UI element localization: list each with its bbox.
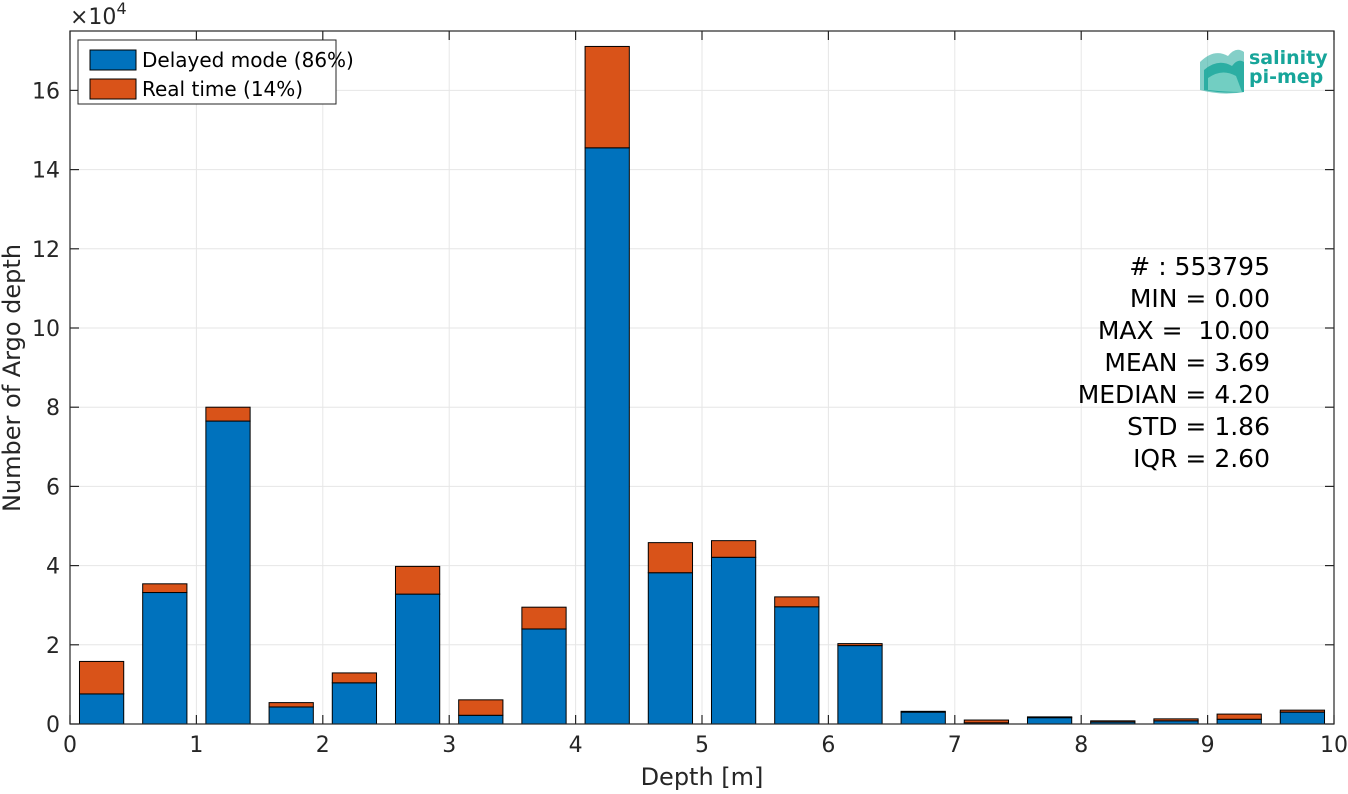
bar-real-time: [1279, 709, 1326, 713]
bar-real-time: [963, 719, 1010, 724]
stat-iqr: IQR = 2.60: [1133, 444, 1270, 473]
bar-delayed-mode: [900, 711, 946, 725]
legend-swatch-delayed: [89, 49, 137, 71]
legend-label-delayed: Delayed mode (86%): [142, 48, 354, 72]
x-tick-label: 9: [1201, 733, 1215, 758]
stat-max: MAX = 10.00: [1098, 316, 1270, 345]
wave-logo-icon: [1200, 49, 1244, 94]
stats-annotation: # : 553795 MIN = 0.00 MAX = 10.00 MEAN =…: [1078, 252, 1270, 473]
bar-real-time: [394, 565, 441, 595]
bar-real-time: [268, 702, 314, 708]
bar-delayed-mode: [331, 682, 378, 725]
bar-delayed-mode: [394, 593, 441, 725]
x-tick-label: 3: [442, 733, 456, 758]
bar-real-time: [521, 606, 567, 630]
x-tick-label: 0: [63, 733, 77, 758]
x-tick-label: 10: [1320, 733, 1348, 758]
bar-delayed-mode: [837, 645, 883, 725]
bar-real-time: [584, 45, 630, 149]
y-tick-label: 0: [46, 713, 60, 738]
bar-delayed-mode: [1026, 717, 1073, 725]
bar-delayed-mode: [1279, 711, 1326, 725]
stat-min: MIN = 0.00: [1130, 284, 1270, 313]
salinity-pimep-logo: salinity pi-mep: [1200, 47, 1328, 94]
bar-delayed-mode: [205, 420, 251, 725]
bar-delayed-mode: [774, 606, 820, 725]
y-tick-label: 6: [46, 475, 60, 500]
legend: Delayed mode (86%) Real time (14%): [77, 39, 354, 105]
y-tick-label: 2: [46, 634, 60, 659]
bar-real-time: [1216, 713, 1262, 720]
stat-count: # : 553795: [1129, 252, 1270, 281]
x-tick-label: 2: [316, 733, 330, 758]
bar-delayed-mode: [584, 147, 630, 725]
x-tick-label: 1: [189, 733, 203, 758]
bar-real-time: [774, 596, 820, 608]
bar-real-time: [1153, 718, 1199, 722]
bar-delayed-mode: [268, 706, 314, 725]
x-tick-label: 6: [821, 733, 835, 758]
x-axis-label: Depth [m]: [641, 763, 764, 791]
stat-median: MEDIAN = 4.20: [1078, 380, 1270, 409]
bar-delayed-mode: [521, 628, 567, 725]
y-tick-label: 14: [32, 159, 60, 184]
y-tick-label: 16: [32, 79, 60, 104]
bar-real-time: [142, 583, 188, 594]
bar-delayed-mode: [710, 556, 757, 725]
bar-real-time: [205, 406, 251, 422]
bar-delayed-mode: [78, 693, 125, 725]
logo-line1: salinity: [1249, 47, 1328, 69]
bar-real-time: [647, 542, 694, 574]
logo-line2: pi-mep: [1249, 66, 1323, 88]
bar-real-time: [837, 643, 883, 647]
y-tick-label: 10: [32, 317, 60, 342]
bar-real-time: [78, 660, 125, 695]
y-tick-label: 12: [32, 238, 60, 263]
y-tick-label: 8: [46, 396, 60, 421]
x-tick-label: 7: [948, 733, 962, 758]
legend-swatch-realtime: [89, 78, 137, 100]
bar-delayed-mode: [647, 572, 694, 725]
x-tick-label: 5: [695, 733, 709, 758]
bar-real-time: [331, 672, 378, 684]
y-exponent-label: ×104: [70, 0, 127, 30]
legend-label-realtime: Real time (14%): [142, 77, 303, 101]
bar-real-time: [1026, 716, 1073, 719]
bar-delayed-mode: [142, 592, 188, 725]
bar-real-time: [900, 710, 946, 713]
bar-real-time: [710, 540, 757, 558]
y-axis-label: Number of Argo depth: [0, 244, 26, 512]
grid-lines: [69, 31, 1335, 725]
bar-real-time: [1090, 720, 1136, 723]
x-tick-label: 4: [569, 733, 583, 758]
y-tick-label: 4: [46, 555, 60, 580]
stat-std: STD = 1.86: [1127, 412, 1270, 441]
stat-mean: MEAN = 3.69: [1104, 348, 1270, 377]
x-tick-label: 8: [1074, 733, 1088, 758]
bar-real-time: [458, 699, 504, 716]
bar-delayed-mode: [1216, 718, 1262, 725]
bar-delayed-mode: [458, 714, 504, 725]
